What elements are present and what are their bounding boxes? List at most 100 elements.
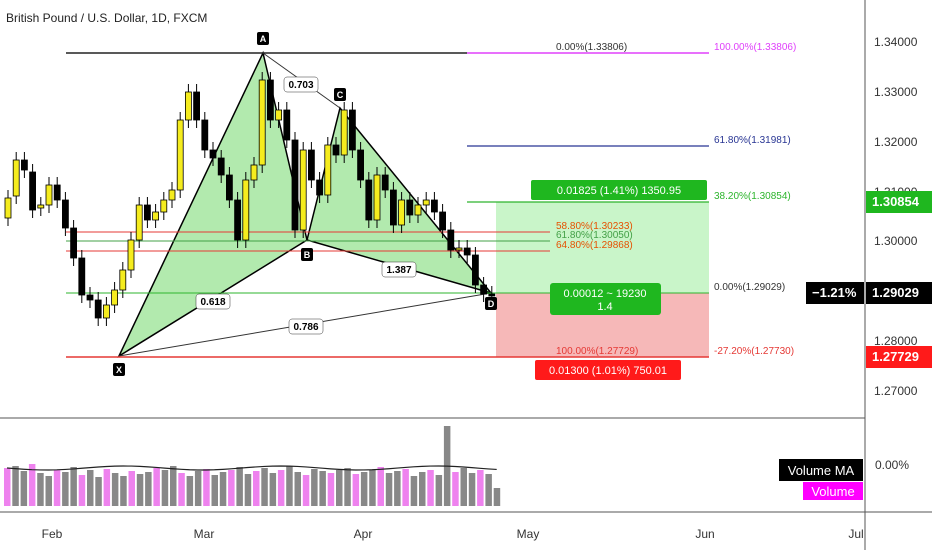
price-axis-label: 1.32000 bbox=[874, 135, 918, 149]
volume-ma-line bbox=[6, 465, 497, 471]
volume-bar bbox=[4, 468, 11, 506]
volume-bar bbox=[236, 467, 243, 506]
fib-label-382: 38.20%(1.30854) bbox=[714, 191, 791, 202]
volume-axis-value: 0.00% bbox=[875, 458, 909, 472]
volume-bar bbox=[344, 468, 351, 506]
volume-label: Volume bbox=[811, 484, 854, 499]
candle-body bbox=[242, 179, 250, 241]
time-label-jun: Jun bbox=[695, 527, 714, 541]
candle-body bbox=[160, 199, 168, 213]
candle-body bbox=[201, 119, 209, 151]
candle-body bbox=[209, 149, 217, 159]
candle-body bbox=[119, 269, 127, 291]
candle-body bbox=[422, 199, 430, 206]
volume-bar bbox=[103, 469, 111, 506]
point-x-marker[interactable]: X bbox=[113, 363, 125, 376]
candle-body bbox=[398, 199, 406, 226]
volume-bar bbox=[269, 473, 277, 506]
volume-bar bbox=[219, 472, 227, 506]
candle-body bbox=[455, 247, 463, 251]
ratio-box-xb bbox=[195, 293, 231, 310]
price-axis-label: 1.33000 bbox=[874, 85, 918, 99]
candle-body bbox=[324, 144, 332, 196]
fib-label-618: 61.80%(1.31981) bbox=[714, 135, 791, 146]
volume-bar bbox=[228, 470, 235, 506]
price-tag-target: 1.30854 bbox=[866, 191, 932, 213]
candle-body bbox=[414, 204, 422, 216]
volume-bar bbox=[460, 468, 467, 506]
candle-body bbox=[316, 179, 324, 196]
point-b-marker[interactable]: B bbox=[301, 248, 313, 261]
volume-bar bbox=[128, 471, 135, 506]
volume-bar bbox=[253, 471, 260, 506]
fib-label-588: 58.80%(1.30233) bbox=[556, 221, 633, 232]
candle-body bbox=[152, 211, 160, 221]
ratio-label-ab: 0.703 bbox=[288, 80, 313, 91]
candle-body bbox=[135, 204, 143, 241]
candle-body bbox=[332, 144, 340, 156]
volume-bar bbox=[468, 473, 476, 506]
volume-bar bbox=[410, 476, 418, 506]
candle-body bbox=[4, 197, 12, 219]
target-label: 0.01825 (1.41%) 1350.95 bbox=[557, 185, 681, 197]
price-axis-label: 1.27000 bbox=[874, 384, 918, 398]
point-c-marker[interactable]: C bbox=[334, 88, 346, 101]
volume-bar bbox=[170, 466, 177, 506]
candle-body bbox=[193, 91, 201, 121]
candle-body bbox=[258, 79, 266, 166]
volume-ma-legend[interactable] bbox=[779, 459, 863, 481]
candle-body bbox=[94, 299, 102, 319]
volume-bar bbox=[87, 470, 94, 506]
volume-bar bbox=[427, 470, 434, 506]
candle-body bbox=[217, 157, 225, 176]
volume-bar bbox=[12, 466, 19, 506]
point-a-marker[interactable]: A bbox=[257, 32, 269, 45]
stop-label-box[interactable] bbox=[535, 360, 681, 380]
candle-body bbox=[86, 294, 94, 301]
candle-body bbox=[471, 254, 479, 286]
point-c-label: C bbox=[337, 90, 344, 100]
volume-bar bbox=[277, 470, 285, 506]
volume-bar bbox=[294, 472, 301, 506]
volume-bar bbox=[394, 471, 401, 506]
entry-label-box[interactable] bbox=[550, 283, 661, 315]
fib-label-entry: 0.00%(1.29029) bbox=[714, 282, 785, 293]
volume-bar bbox=[402, 469, 409, 506]
candle-body bbox=[365, 179, 373, 221]
volume-bar bbox=[28, 464, 36, 506]
volume-bar bbox=[153, 468, 160, 506]
candle-body bbox=[111, 289, 118, 306]
candle-body bbox=[234, 199, 242, 241]
target-label-box[interactable] bbox=[531, 180, 707, 200]
point-x-label: X bbox=[116, 365, 122, 375]
price-tag-current: 1.29029 bbox=[866, 282, 932, 304]
point-d-label: D bbox=[488, 299, 495, 309]
candle-body bbox=[439, 211, 447, 231]
point-d-marker[interactable]: D bbox=[485, 297, 497, 310]
volume-bar bbox=[203, 469, 210, 506]
target-zone[interactable] bbox=[496, 202, 709, 293]
ratio-label-xb: 0.618 bbox=[200, 297, 225, 308]
candle-body bbox=[291, 139, 299, 231]
volume-legend[interactable] bbox=[803, 482, 863, 500]
volume-bar bbox=[336, 470, 343, 506]
volume-bar bbox=[136, 474, 144, 506]
volume-bar bbox=[244, 474, 252, 506]
volume-bar bbox=[352, 474, 360, 506]
point-b-label: B bbox=[304, 250, 311, 260]
candle-body bbox=[463, 247, 471, 256]
candle-body bbox=[184, 91, 192, 121]
volume-bar bbox=[53, 470, 61, 506]
volume-bar bbox=[186, 476, 194, 506]
point-a-label: A bbox=[260, 34, 267, 44]
volume-bar bbox=[95, 477, 102, 506]
symbol-title[interactable]: British Pound / U.S. Dollar, 1D, FXCM bbox=[6, 11, 207, 25]
volume-bar bbox=[37, 473, 44, 506]
ratio-box-cd bbox=[381, 261, 417, 278]
entry-label-line2: 1.4 bbox=[597, 301, 612, 313]
volume-bar bbox=[327, 473, 335, 506]
candle-body bbox=[283, 109, 291, 141]
candle-body bbox=[45, 184, 53, 206]
candle-body bbox=[225, 174, 233, 201]
